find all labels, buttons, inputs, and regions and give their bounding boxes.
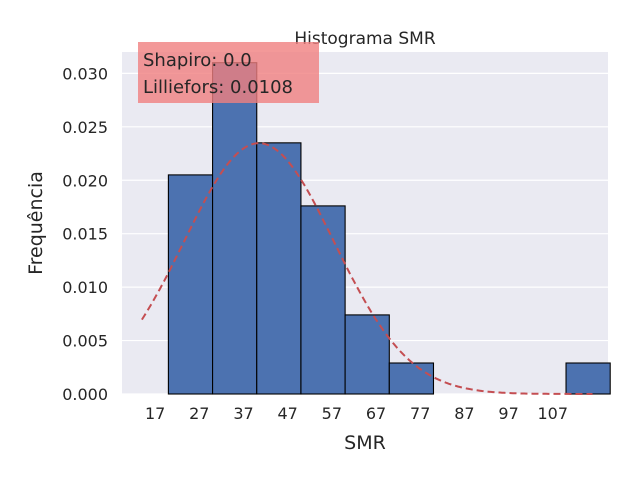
histogram-bar — [344, 314, 390, 395]
x-tick-label: 17 — [145, 404, 165, 423]
annotation-lilliefors: Lilliefors: 0.0108 — [143, 77, 293, 98]
x-tick-label: 67 — [366, 404, 386, 423]
x-tick-label: 47 — [278, 404, 298, 423]
normality-annotation: Shapiro: 0.0 Lilliefors: 0.0108 — [138, 42, 319, 103]
x-axis-label: SMR — [344, 432, 386, 454]
y-tick-label: 0.025 — [62, 118, 108, 137]
x-tick-label: 97 — [498, 404, 518, 423]
x-tick-label: 87 — [454, 404, 474, 423]
x-tick-label: 27 — [189, 404, 209, 423]
x-tick-label: 107 — [537, 404, 568, 423]
x-tick-label: 57 — [322, 404, 342, 423]
y-tick-labels: 0.000 0.005 0.010 0.015 0.020 0.025 0.030 — [62, 64, 108, 404]
histogram-bar — [167, 174, 214, 395]
histogram-bar — [565, 362, 611, 395]
histogram-bars — [167, 62, 611, 395]
x-tick-labels: 17 27 37 47 57 67 77 87 97 107 — [145, 404, 568, 423]
y-tick-label: 0.015 — [62, 225, 108, 244]
y-tick-label: 0.020 — [62, 171, 108, 190]
histogram-bar — [212, 62, 258, 395]
annotation-box — [138, 42, 319, 103]
histogram-bar — [388, 362, 435, 395]
chart-title: Histograma SMR — [294, 29, 435, 49]
histogram-bar — [300, 205, 346, 395]
y-axis-label: Frequência — [25, 171, 47, 275]
x-tick-label: 37 — [233, 404, 253, 423]
y-tick-label: 0.005 — [62, 332, 108, 351]
y-tick-label: 0.030 — [62, 64, 108, 83]
histogram-bar — [256, 142, 302, 395]
normal-fit-curve — [141, 142, 593, 395]
x-tick-label: 77 — [410, 404, 430, 423]
y-tick-label: 0.000 — [62, 385, 108, 404]
annotation-shapiro: Shapiro: 0.0 — [143, 50, 252, 71]
y-tick-label: 0.010 — [62, 278, 108, 297]
